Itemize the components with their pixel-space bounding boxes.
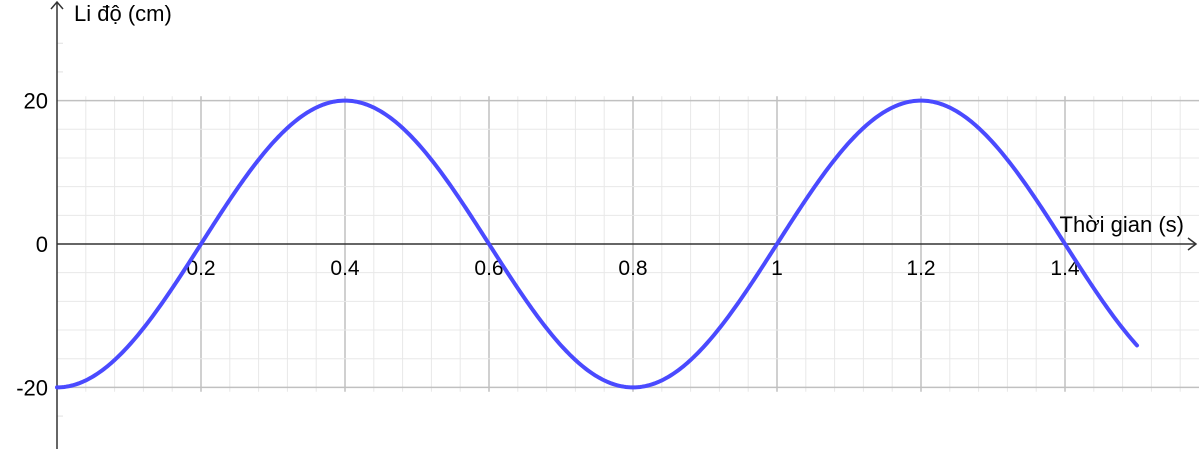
grid — [57, 42, 1199, 417]
series-line — [55, 98, 1139, 390]
y-tick-label: 20 — [24, 89, 48, 114]
x-tick-label: 0.2 — [186, 257, 215, 280]
y-tick-label: -20 — [16, 375, 48, 400]
x-axis-label: Thời gian (s) — [1060, 212, 1184, 237]
x-tick-label: 1 — [771, 257, 783, 280]
axes — [50, 0, 1198, 449]
x-tick-label: 0.4 — [330, 257, 360, 280]
y-axis-label: Li độ (cm) — [74, 1, 172, 26]
x-tick-label: 0.6 — [474, 257, 503, 280]
x-tick-label: 1.2 — [906, 257, 935, 280]
y-axis-arrow-icon — [50, 0, 64, 10]
x-tick-label: 0.8 — [618, 257, 647, 280]
x-axis-arrow-icon — [1187, 237, 1198, 251]
x-tick-label: 1.4 — [1050, 257, 1080, 280]
y-tick-label: 0 — [36, 232, 48, 257]
tick-labels: 0.2 0.4 0.6 0.8 1 1.2 1.4 20 0 -20 — [16, 89, 1080, 401]
